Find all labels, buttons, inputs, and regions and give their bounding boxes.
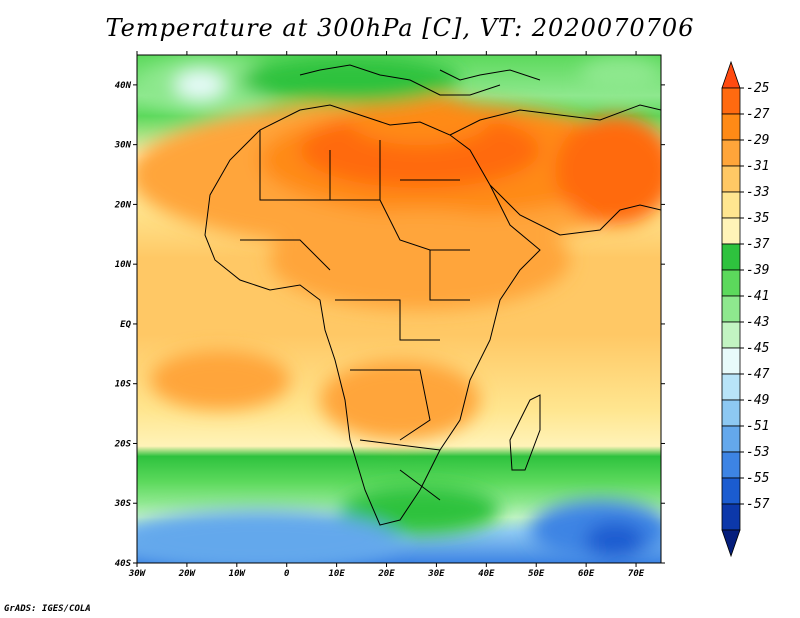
colorbar-swatch: [721, 191, 741, 219]
colorbar-label: -43: [746, 315, 769, 330]
lat-label: EQ: [120, 320, 131, 330]
coastlines: [204, 64, 661, 526]
colorbar-swatch: [721, 217, 741, 245]
colorbar-swatch: [721, 373, 741, 401]
latitude-axis: 40N 30N 20N 10N EQ 10S 20S 30S 40S: [114, 81, 665, 569]
colorbar-swatch: [721, 529, 741, 558]
plot-title: Temperature at 300hPa [C], VT: 202007070…: [105, 14, 695, 42]
lon-label: 70E: [628, 569, 645, 579]
colorbar-label: -41: [746, 289, 769, 304]
colorbar-label: -51: [746, 419, 769, 434]
colorbar-label: -53: [746, 445, 769, 460]
map-frame: [136, 54, 662, 564]
lat-label: 10S: [115, 380, 132, 390]
colorbar-label: -49: [746, 393, 769, 408]
colorbar-swatch: [721, 87, 741, 115]
colorbar-label: -25: [746, 81, 770, 96]
longitude-axis: 30W 20W 10W 0 10E 20E 30E 40E 50E 60E 70E: [128, 51, 645, 579]
lat-label: 30S: [114, 499, 132, 509]
colorbar-swatch: [721, 399, 741, 427]
lon-label: 20W: [178, 569, 197, 579]
lon-label: 10W: [229, 569, 247, 579]
temperature-field: [137, 55, 661, 563]
colorbar-swatch: [721, 295, 741, 323]
lon-label: 50E: [528, 569, 545, 579]
lon-label: 0: [284, 569, 290, 579]
lat-label: 40N: [115, 81, 132, 91]
lat-label: 20N: [114, 200, 132, 210]
colorbar-swatch: [721, 165, 741, 193]
colorbar-label: -31: [746, 159, 769, 174]
lon-label: 10E: [328, 569, 345, 579]
colorbar-swatch: [721, 503, 741, 531]
colorbar-swatch: [721, 60, 741, 89]
lon-label: 60E: [578, 569, 595, 579]
colorbar-swatch: [721, 269, 741, 297]
lat-label: 10N: [115, 260, 132, 270]
colorbar-swatch: [721, 243, 741, 271]
colorbar-swatch: [721, 451, 741, 479]
colorbar-label: -29: [746, 133, 769, 148]
colorbar-label: -39: [746, 263, 769, 278]
colorbar-swatch: [721, 425, 741, 453]
lon-label: 20E: [377, 569, 395, 579]
lon-label: 30W: [128, 569, 147, 579]
colorbar-label: -27: [746, 107, 770, 122]
colorbar-swatch: [721, 139, 741, 167]
colorbar-label: -45: [746, 341, 770, 356]
grads-credit: GrADS: IGES/COLA: [4, 604, 91, 614]
colorbar-label: -47: [746, 367, 770, 382]
colorbar-label: -57: [746, 497, 770, 512]
lat-label: 30N: [114, 141, 132, 151]
lon-label: 30E: [427, 569, 445, 579]
colorbar-label: -55: [746, 471, 770, 486]
colorbar-swatch: [721, 321, 741, 349]
lat-label: 20S: [114, 439, 132, 449]
colorbar-label: -35: [746, 211, 770, 226]
lat-label: 40S: [115, 559, 132, 569]
colorbar: -25 -27 -29 -31 -33 -35 -37 -39 -41 -43 -45 -47 -49 -…: [721, 60, 770, 558]
colorbar-label: -33: [746, 185, 769, 200]
lon-label: 40E: [478, 569, 495, 579]
colorbar-swatch: [721, 113, 741, 141]
colorbar-label: -37: [746, 237, 770, 252]
colorbar-swatch: [721, 477, 741, 505]
colorbar-swatch: [721, 347, 741, 375]
